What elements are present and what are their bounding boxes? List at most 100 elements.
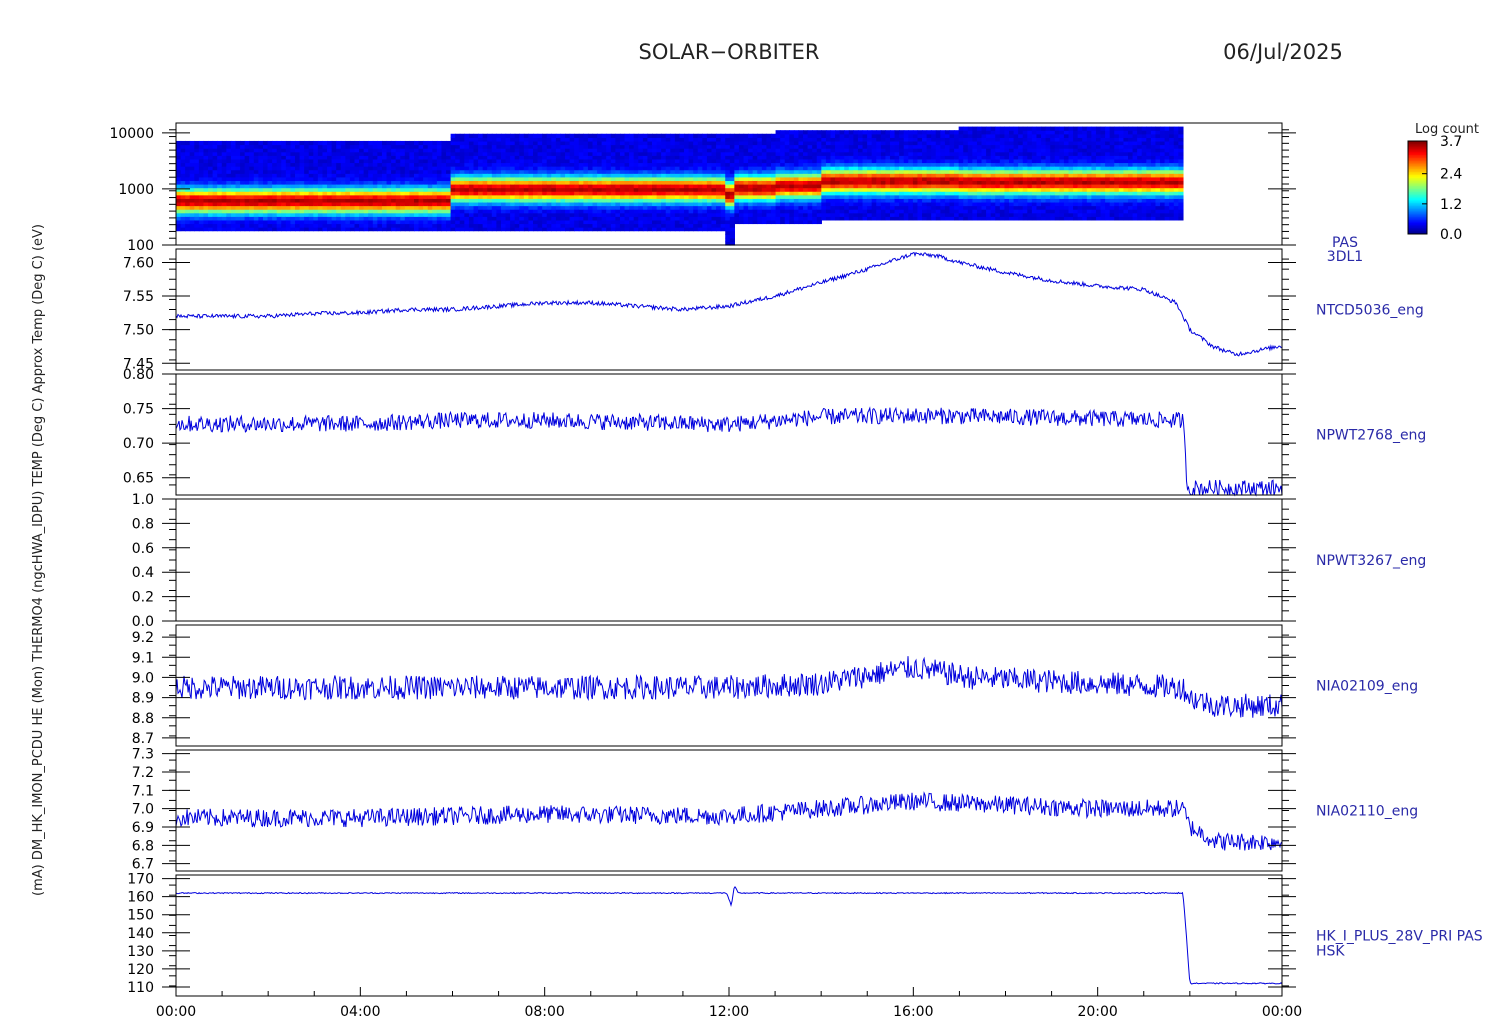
spectrogram-cell	[432, 205, 438, 210]
spectrogram-cell	[684, 191, 690, 196]
spectrogram-cell	[253, 151, 259, 156]
spectrogram-cell	[1018, 140, 1024, 146]
spectrogram-cell	[468, 209, 475, 214]
spectrogram-cell	[208, 140, 214, 146]
spectrogram-cell	[487, 173, 493, 178]
spectrogram-cell	[404, 148, 411, 153]
spectrogram-cell	[597, 212, 603, 217]
spectrogram-cell	[871, 201, 877, 207]
spectrogram-cell	[1018, 198, 1024, 203]
spectrogram-cell	[528, 223, 534, 228]
spectrogram-cell	[345, 184, 351, 189]
spectrogram-cell	[514, 212, 520, 217]
spectrogram-cell	[1027, 212, 1033, 217]
spectrogram-cell	[404, 180, 411, 185]
spectrogram-cell	[972, 126, 978, 131]
spectrogram-cell	[729, 137, 735, 142]
spectrogram-cell	[446, 209, 452, 214]
spectrogram-cell	[1031, 198, 1038, 203]
spectrogram-cell	[857, 180, 864, 185]
spectrogram-cell	[1054, 187, 1060, 192]
spectrogram-cell	[363, 187, 369, 192]
spectrogram-cell	[253, 198, 259, 203]
spectrogram-cell	[1022, 173, 1028, 178]
spectrogram-cell	[619, 155, 626, 160]
spectrogram-cell	[414, 158, 420, 164]
spectrogram-cell	[725, 173, 731, 178]
spectrogram-cell	[258, 209, 264, 214]
spectrogram-cell	[652, 133, 658, 138]
spectrogram-cell	[1054, 180, 1060, 185]
spectrogram-cell	[711, 194, 717, 199]
spectrogram-cell	[1027, 173, 1033, 178]
spectrogram-cell	[1013, 205, 1019, 210]
spectrogram-cell	[670, 216, 676, 221]
spectrogram-cell	[198, 205, 205, 210]
spectrogram-cell	[313, 184, 319, 189]
spectrogram-cell	[702, 184, 708, 189]
spectrogram-cell	[459, 144, 465, 149]
spectrogram-cell	[890, 209, 896, 214]
spectrogram-cell	[615, 223, 621, 228]
spectrogram-cell	[734, 180, 740, 185]
spectrogram-cell	[633, 140, 639, 146]
spectrogram-cell	[967, 194, 973, 199]
spectrogram-cell	[716, 176, 722, 182]
spectrogram-cell	[926, 140, 932, 146]
spectrogram-cell	[487, 184, 493, 189]
spectrogram-cell	[528, 227, 534, 232]
spectrogram-cell	[894, 130, 900, 135]
spectrogram-cell	[798, 201, 804, 207]
spectrogram-cell	[249, 223, 255, 228]
spectrogram-cell	[821, 155, 827, 160]
spectrogram-cell	[963, 216, 969, 221]
spectrogram-cell	[295, 144, 301, 149]
spectrogram-cell	[1013, 137, 1019, 142]
spectrogram-cell	[867, 130, 873, 135]
spectrogram-cell	[798, 133, 804, 138]
spectrogram-cell	[757, 166, 763, 171]
spectrogram-cell	[1054, 140, 1060, 146]
spectrogram-cell	[871, 158, 877, 164]
spectrogram-cell	[1022, 216, 1028, 221]
spectrogram-cell	[665, 212, 671, 217]
spectrogram-cell	[491, 191, 497, 196]
spectrogram-cell	[349, 205, 356, 210]
spectrogram-cell	[336, 223, 342, 228]
spectrogram-cell	[359, 151, 365, 156]
spectrogram-cell	[656, 201, 662, 207]
spectrogram-cell	[803, 169, 809, 174]
spectrogram-cell	[674, 201, 681, 207]
spectrogram-cell	[803, 140, 809, 146]
spectrogram-cell	[816, 148, 822, 153]
spectrogram-cell	[354, 140, 360, 146]
spectrogram-cell	[290, 173, 296, 178]
spectrogram-cell	[432, 212, 438, 217]
spectrogram-cell	[565, 173, 571, 178]
spectrogram-cell	[565, 151, 571, 156]
spectrogram-cell	[565, 155, 571, 160]
spectrogram-cell	[890, 148, 896, 153]
spectrogram-cell	[1041, 137, 1047, 142]
spectrogram-cell	[500, 169, 507, 174]
spectrogram-cell	[304, 212, 310, 217]
spectrogram-cell	[578, 166, 584, 171]
spectrogram-cell	[414, 216, 420, 221]
spectrogram-cell	[684, 184, 690, 189]
spectrogram-cell	[574, 144, 580, 149]
spectrogram-cell	[729, 162, 735, 167]
spectrogram-cell	[491, 173, 497, 178]
spectrogram-cell	[574, 209, 580, 214]
spectrogram-cell	[597, 201, 603, 207]
spectrogram-cell	[757, 176, 763, 182]
spectrogram-cell	[922, 176, 928, 182]
spectrogram-cell	[267, 194, 273, 199]
spectrogram-cell	[619, 227, 626, 232]
spectrogram-cell	[478, 201, 484, 207]
spectrogram-cell	[793, 151, 800, 156]
spectrogram-cell	[1018, 126, 1024, 131]
spectrogram-cell	[423, 212, 429, 217]
spectrogram-cell	[908, 133, 914, 138]
spectrogram-cell	[432, 223, 438, 228]
spectrogram-cell	[551, 151, 557, 156]
